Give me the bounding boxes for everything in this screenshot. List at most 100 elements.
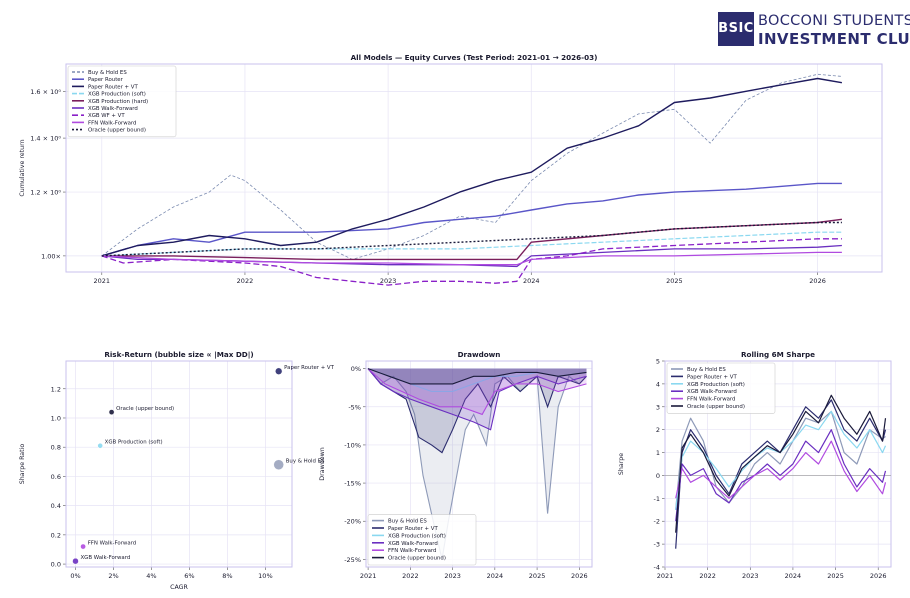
series-line xyxy=(675,440,887,499)
legend-box xyxy=(367,514,477,566)
y-axis-label: Drawdown xyxy=(319,447,326,480)
series-line xyxy=(101,182,842,257)
y-tick-label: 4 xyxy=(656,380,660,388)
bubble-label: Oracle (upper bound) xyxy=(116,406,174,412)
bubble xyxy=(275,367,283,375)
chart-drawdown: 2021 2022 2023 2024 2025 2026 0% -5% -10% -15% -20… xyxy=(319,350,593,580)
y-tick-label: 0.6 xyxy=(51,473,61,481)
x-tick-label: 2024 xyxy=(487,572,504,580)
plot-frame xyxy=(664,360,892,568)
y-tick-label: 0 xyxy=(656,472,660,480)
x-tick-label: 2023 xyxy=(444,572,461,580)
y-tick-label: 0% xyxy=(351,365,361,373)
x-axis-label: CAGR xyxy=(170,584,188,591)
series-line xyxy=(101,221,842,257)
bubble-label: Paper Router + VT xyxy=(284,365,334,371)
bsic-badge: BSIC xyxy=(718,12,754,46)
legend-label: XGB Production (soft) xyxy=(88,92,146,98)
bubble xyxy=(108,409,115,415)
x-tick-label: 10% xyxy=(258,572,272,580)
legend-label: Buy & Hold ES xyxy=(388,519,427,525)
y-tick-label: -20% xyxy=(344,518,361,526)
x-tick-label: 2021 xyxy=(657,572,674,580)
series-line xyxy=(101,238,842,286)
y-tick-label: 0.0 xyxy=(51,561,61,569)
bubble-label: Buy & Hold ES xyxy=(286,459,325,465)
legend-label: Paper Router + VT xyxy=(388,526,438,532)
chart-title: Risk-Return (bubble size ∝ |Max DD|) xyxy=(104,350,253,360)
x-tick-label: 2024 xyxy=(523,277,540,285)
y-axis-label: Sharpe xyxy=(618,453,625,475)
plot-frame xyxy=(65,360,293,568)
chart-title: Rolling 6M Sharpe xyxy=(741,350,815,359)
legend-label: FFN Walk-Forward xyxy=(88,120,136,126)
y-tick-label: 0.2 xyxy=(51,531,61,539)
x-tick-label: 2021 xyxy=(94,277,111,285)
y-tick-label: -15% xyxy=(344,480,361,488)
x-tick-label: 2022 xyxy=(237,277,254,285)
y-tick-label: 0.8 xyxy=(51,444,61,452)
y-axis-label: Sharpe Ratio xyxy=(19,444,26,485)
legend-label: XGB WF + VT xyxy=(88,113,125,119)
bubble-label: XGB Production (soft) xyxy=(105,440,163,446)
legend-box xyxy=(67,65,177,138)
series-line xyxy=(675,429,887,522)
drawdown-line xyxy=(367,368,587,385)
x-tick-label: 4% xyxy=(146,572,156,580)
legend-label: XGB Walk-Forward xyxy=(687,389,737,395)
x-tick-label: 2023 xyxy=(742,572,759,580)
bubble xyxy=(273,459,284,470)
y-tick-label: -4 xyxy=(654,564,660,572)
chart-riskreturn: 0% 2% 4% 6% 8% 10% 0.0 0.2 0.4 0.6 0.8 1.0 1.2 Risk-R… xyxy=(19,350,335,591)
chart-title: Drawdown xyxy=(458,350,501,359)
y-tick-label: 1.4 × 10⁰ xyxy=(30,135,61,143)
x-tick-label: 2025 xyxy=(827,572,844,580)
x-tick-label: 2025 xyxy=(666,277,683,285)
bsic-logo: BSIC BOCCONI STUDENTS INVESTMENT CLUB xyxy=(718,12,910,48)
legend-label: FFN Walk-Forward xyxy=(687,397,735,403)
x-tick-label: 6% xyxy=(184,572,194,580)
x-tick-label: 2022 xyxy=(699,572,716,580)
y-tick-label: 3 xyxy=(656,403,660,411)
y-tick-label: -1 xyxy=(654,495,660,503)
y-tick-label: 1 xyxy=(656,449,660,457)
legend-label: XGB Production (soft) xyxy=(687,382,745,388)
drawdown-area xyxy=(368,368,587,392)
legend-label: Paper Router + VT xyxy=(88,84,138,90)
y-tick-label: 0.4 xyxy=(51,502,61,510)
drawdown-line xyxy=(367,368,587,416)
y-tick-label: -2 xyxy=(654,518,660,526)
chart-equity: 2021 2022 2023 2024 2025 2026 1.00× 1.2 × 10⁰ 1.… xyxy=(19,53,883,286)
legend-label: Paper Router + VT xyxy=(687,374,737,380)
y-tick-label: 1.2 xyxy=(51,385,61,393)
legend-label: XGB Walk-Forward xyxy=(88,106,138,112)
drawdown-area xyxy=(368,368,587,560)
y-tick-label: 5 xyxy=(656,358,660,366)
chart-sharpe: 2021 2022 2023 2024 2025 2026 -4 -3 -2 -1 0 1 2 3 4 5 Ro… xyxy=(618,350,892,580)
y-tick-label: 1.00× xyxy=(41,252,61,260)
x-tick-label: 8% xyxy=(222,572,232,580)
bubble-label: XGB Walk-Forward xyxy=(80,555,130,561)
series-line xyxy=(101,251,842,266)
legend-label: Buy & Hold ES xyxy=(88,70,127,76)
series-line xyxy=(675,410,886,510)
legend-label: FFN Walk-Forward xyxy=(388,548,436,554)
plot-frame xyxy=(365,360,593,568)
drawdown-line xyxy=(367,368,587,454)
x-tick-label: 2021 xyxy=(360,572,377,580)
series-line xyxy=(101,231,842,257)
series-line xyxy=(101,218,842,261)
x-tick-label: 2% xyxy=(108,572,118,580)
drawdown-area xyxy=(368,368,587,415)
x-tick-label: 2023 xyxy=(380,277,397,285)
legend-box xyxy=(666,362,776,414)
logo-line-1: BOCCONI STUDENTS xyxy=(758,13,910,29)
legend-label: Buy & Hold ES xyxy=(687,367,726,373)
bubble xyxy=(80,543,86,550)
legend-label: XGB Production (soft) xyxy=(388,533,446,539)
x-tick-label: 0% xyxy=(70,572,80,580)
plot-frame xyxy=(65,63,883,273)
logo-line-2: INVESTMENT CLUB xyxy=(758,30,910,48)
y-tick-label: 1.2 × 10⁰ xyxy=(30,189,61,197)
